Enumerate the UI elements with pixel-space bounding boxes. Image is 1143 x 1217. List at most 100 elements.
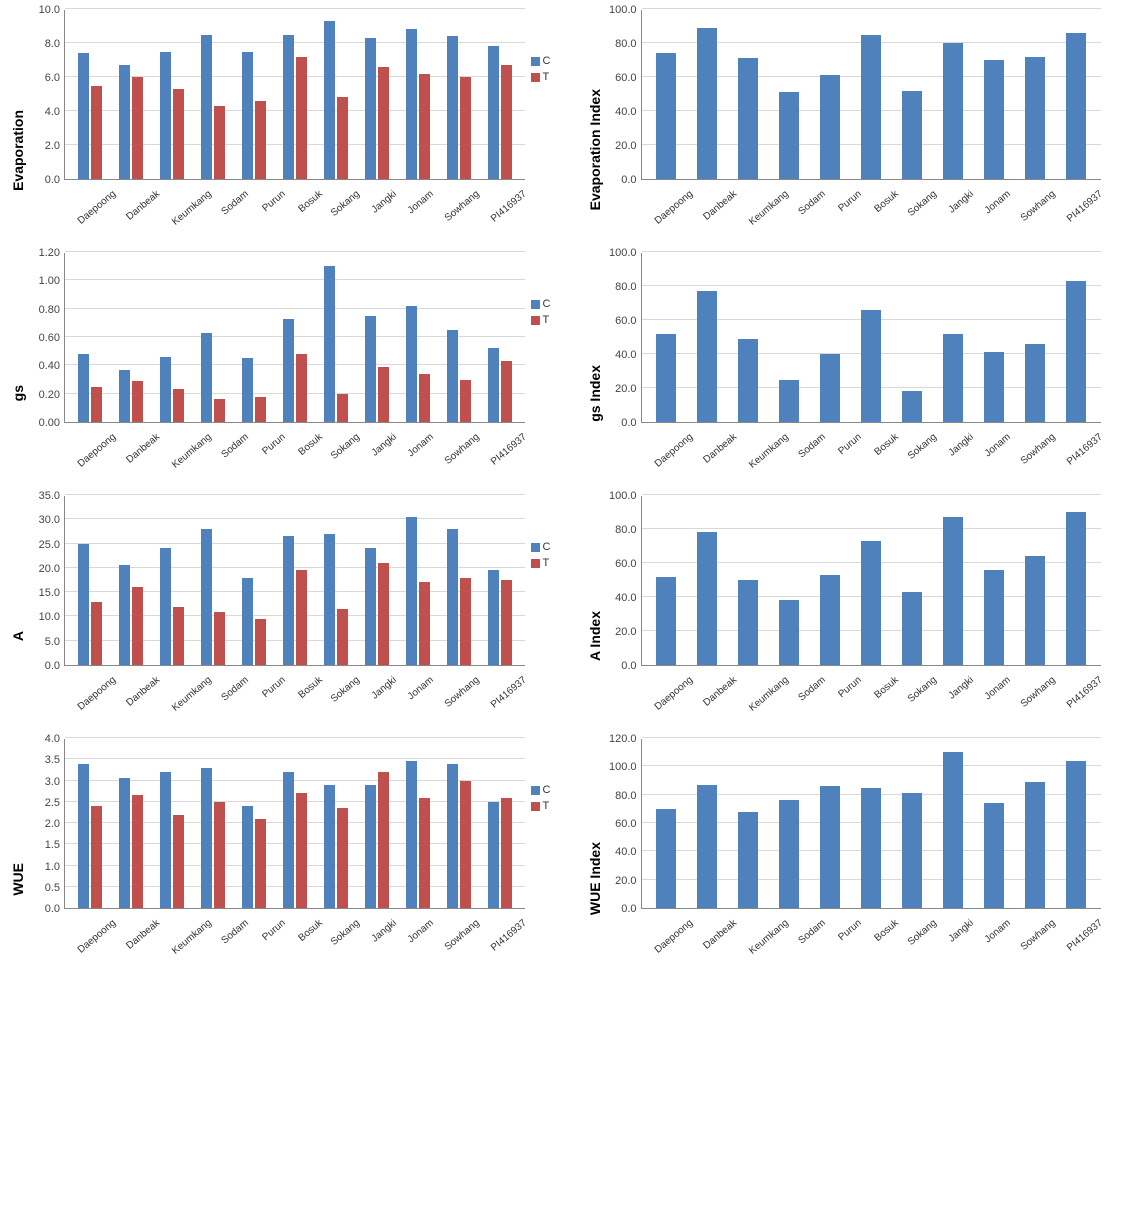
bar bbox=[943, 752, 963, 908]
bar bbox=[242, 358, 253, 422]
x-tick-label: Jangki bbox=[367, 429, 402, 461]
bar bbox=[242, 52, 253, 180]
bar bbox=[406, 306, 417, 422]
bar-group bbox=[687, 739, 728, 908]
bar bbox=[324, 21, 335, 179]
x-tick-label: Sowhang bbox=[443, 672, 485, 710]
y-tick-label: 0.80 bbox=[39, 304, 60, 316]
y-tick-label: 0.40 bbox=[39, 360, 60, 372]
bar bbox=[160, 52, 171, 180]
bar bbox=[656, 809, 676, 908]
bar-group bbox=[151, 496, 192, 665]
y-axis-label: A bbox=[10, 576, 26, 641]
legend-swatch bbox=[531, 786, 540, 795]
bar-group bbox=[151, 739, 192, 908]
bar-group bbox=[315, 739, 356, 908]
y-tick-label: 20.0 bbox=[615, 875, 636, 887]
bar bbox=[255, 397, 266, 423]
bar-group bbox=[1015, 253, 1056, 422]
bar bbox=[820, 354, 840, 422]
bar bbox=[447, 330, 458, 422]
bar bbox=[861, 310, 881, 422]
x-tick-label: Jonam bbox=[980, 915, 1015, 947]
y-tick-label: 0.00 bbox=[39, 417, 60, 429]
y-tick-label: 1.20 bbox=[39, 247, 60, 259]
bar bbox=[656, 53, 676, 179]
bar-group bbox=[69, 496, 110, 665]
x-tick-label: Sodam bbox=[219, 915, 254, 947]
bar-group bbox=[728, 253, 769, 422]
chart-panel-A: A35.030.025.020.015.010.05.00.0CTDaepoon… bbox=[10, 496, 557, 721]
legend-label: C bbox=[543, 541, 551, 553]
plot-row: 10.08.06.04.02.00.0CT bbox=[30, 10, 557, 180]
bar bbox=[201, 35, 212, 180]
x-tick-label: Danbeak bbox=[701, 672, 742, 709]
x-tick-label: Purun bbox=[255, 429, 290, 461]
y-axis-ticks: 4.03.53.02.52.01.51.00.50.0 bbox=[30, 739, 64, 909]
y-tick-label: 35.0 bbox=[39, 490, 60, 502]
bar bbox=[501, 580, 512, 665]
x-axis: DaepoongDanbeakKeumkangSodamPurunBosukSo… bbox=[64, 423, 525, 478]
bar-group bbox=[1056, 496, 1097, 665]
bars-layer bbox=[65, 253, 525, 422]
chart-wrap: 10.08.06.04.02.00.0CTDaepoongDanbeakKeum… bbox=[30, 10, 557, 235]
bar-group bbox=[69, 739, 110, 908]
y-axis-ticks: 1.201.000.800.600.400.200.00 bbox=[30, 253, 64, 423]
bar-group bbox=[356, 253, 397, 422]
bar-group bbox=[274, 739, 315, 908]
x-tick-label: PI416937 bbox=[1065, 186, 1108, 225]
y-tick-label: 0.0 bbox=[621, 417, 636, 429]
bar bbox=[337, 394, 348, 422]
bar-group bbox=[110, 10, 151, 179]
bar bbox=[779, 600, 799, 665]
bar-group bbox=[810, 496, 851, 665]
x-tick-label: Bosuk bbox=[869, 429, 904, 461]
bar-group bbox=[192, 739, 233, 908]
chart-panel-evap: Evaporation10.08.06.04.02.00.0CTDaepoong… bbox=[10, 10, 557, 235]
bar bbox=[173, 89, 184, 179]
bar-group bbox=[69, 10, 110, 179]
bar-group bbox=[933, 739, 974, 908]
y-tick-label: 1.0 bbox=[45, 861, 60, 873]
bar-group bbox=[974, 739, 1015, 908]
y-tick-label: 40.0 bbox=[615, 349, 636, 361]
y-tick-label: 30.0 bbox=[39, 514, 60, 526]
bar-group bbox=[1015, 496, 1056, 665]
bar bbox=[78, 764, 89, 909]
x-axis-labels: DaepoongDanbeakKeumkangSodamPurunBosukSo… bbox=[64, 909, 525, 926]
bar-group bbox=[356, 739, 397, 908]
bar bbox=[337, 97, 348, 179]
gridline bbox=[642, 494, 1102, 495]
bar bbox=[214, 106, 225, 179]
plot-area bbox=[641, 496, 1102, 666]
bar bbox=[419, 74, 430, 179]
x-tick-label: Jangki bbox=[943, 186, 978, 218]
bar bbox=[283, 35, 294, 180]
x-tick-label: Purun bbox=[255, 186, 290, 218]
bar bbox=[861, 35, 881, 180]
bar-group bbox=[728, 10, 769, 179]
legend: CT bbox=[531, 541, 557, 573]
x-tick-label: Sodam bbox=[219, 429, 254, 461]
y-tick-label: 2.0 bbox=[45, 818, 60, 830]
chart-panel-WUE_idx: WUE Index120.0100.080.060.040.020.00.0Da… bbox=[587, 739, 1134, 964]
legend-label: T bbox=[543, 557, 550, 569]
bar bbox=[460, 380, 471, 423]
bar bbox=[697, 532, 717, 665]
y-tick-label: 0.0 bbox=[45, 174, 60, 186]
chart-panel-gs_idx: gs Index100.080.060.040.020.00.0Daepoong… bbox=[587, 253, 1134, 478]
y-axis-ticks: 120.0100.080.060.040.020.00.0 bbox=[607, 739, 641, 909]
legend: CT bbox=[531, 784, 557, 816]
chart-panel-A_idx: A Index100.080.060.040.020.00.0DaepoongD… bbox=[587, 496, 1134, 721]
plot-row: 100.080.060.040.020.00.0 bbox=[607, 10, 1134, 180]
y-tick-label: 80.0 bbox=[615, 790, 636, 802]
y-tick-label: 0.0 bbox=[621, 660, 636, 672]
bar-group bbox=[933, 10, 974, 179]
bar bbox=[1066, 33, 1086, 179]
x-tick-label: Purun bbox=[255, 915, 290, 947]
bar-group bbox=[479, 739, 520, 908]
bar bbox=[1066, 761, 1086, 908]
x-tick-label: Danbeak bbox=[124, 186, 165, 223]
gridline bbox=[65, 8, 525, 9]
x-axis-labels: DaepoongDanbeakKeumkangSodamPurunBosukSo… bbox=[641, 423, 1102, 440]
